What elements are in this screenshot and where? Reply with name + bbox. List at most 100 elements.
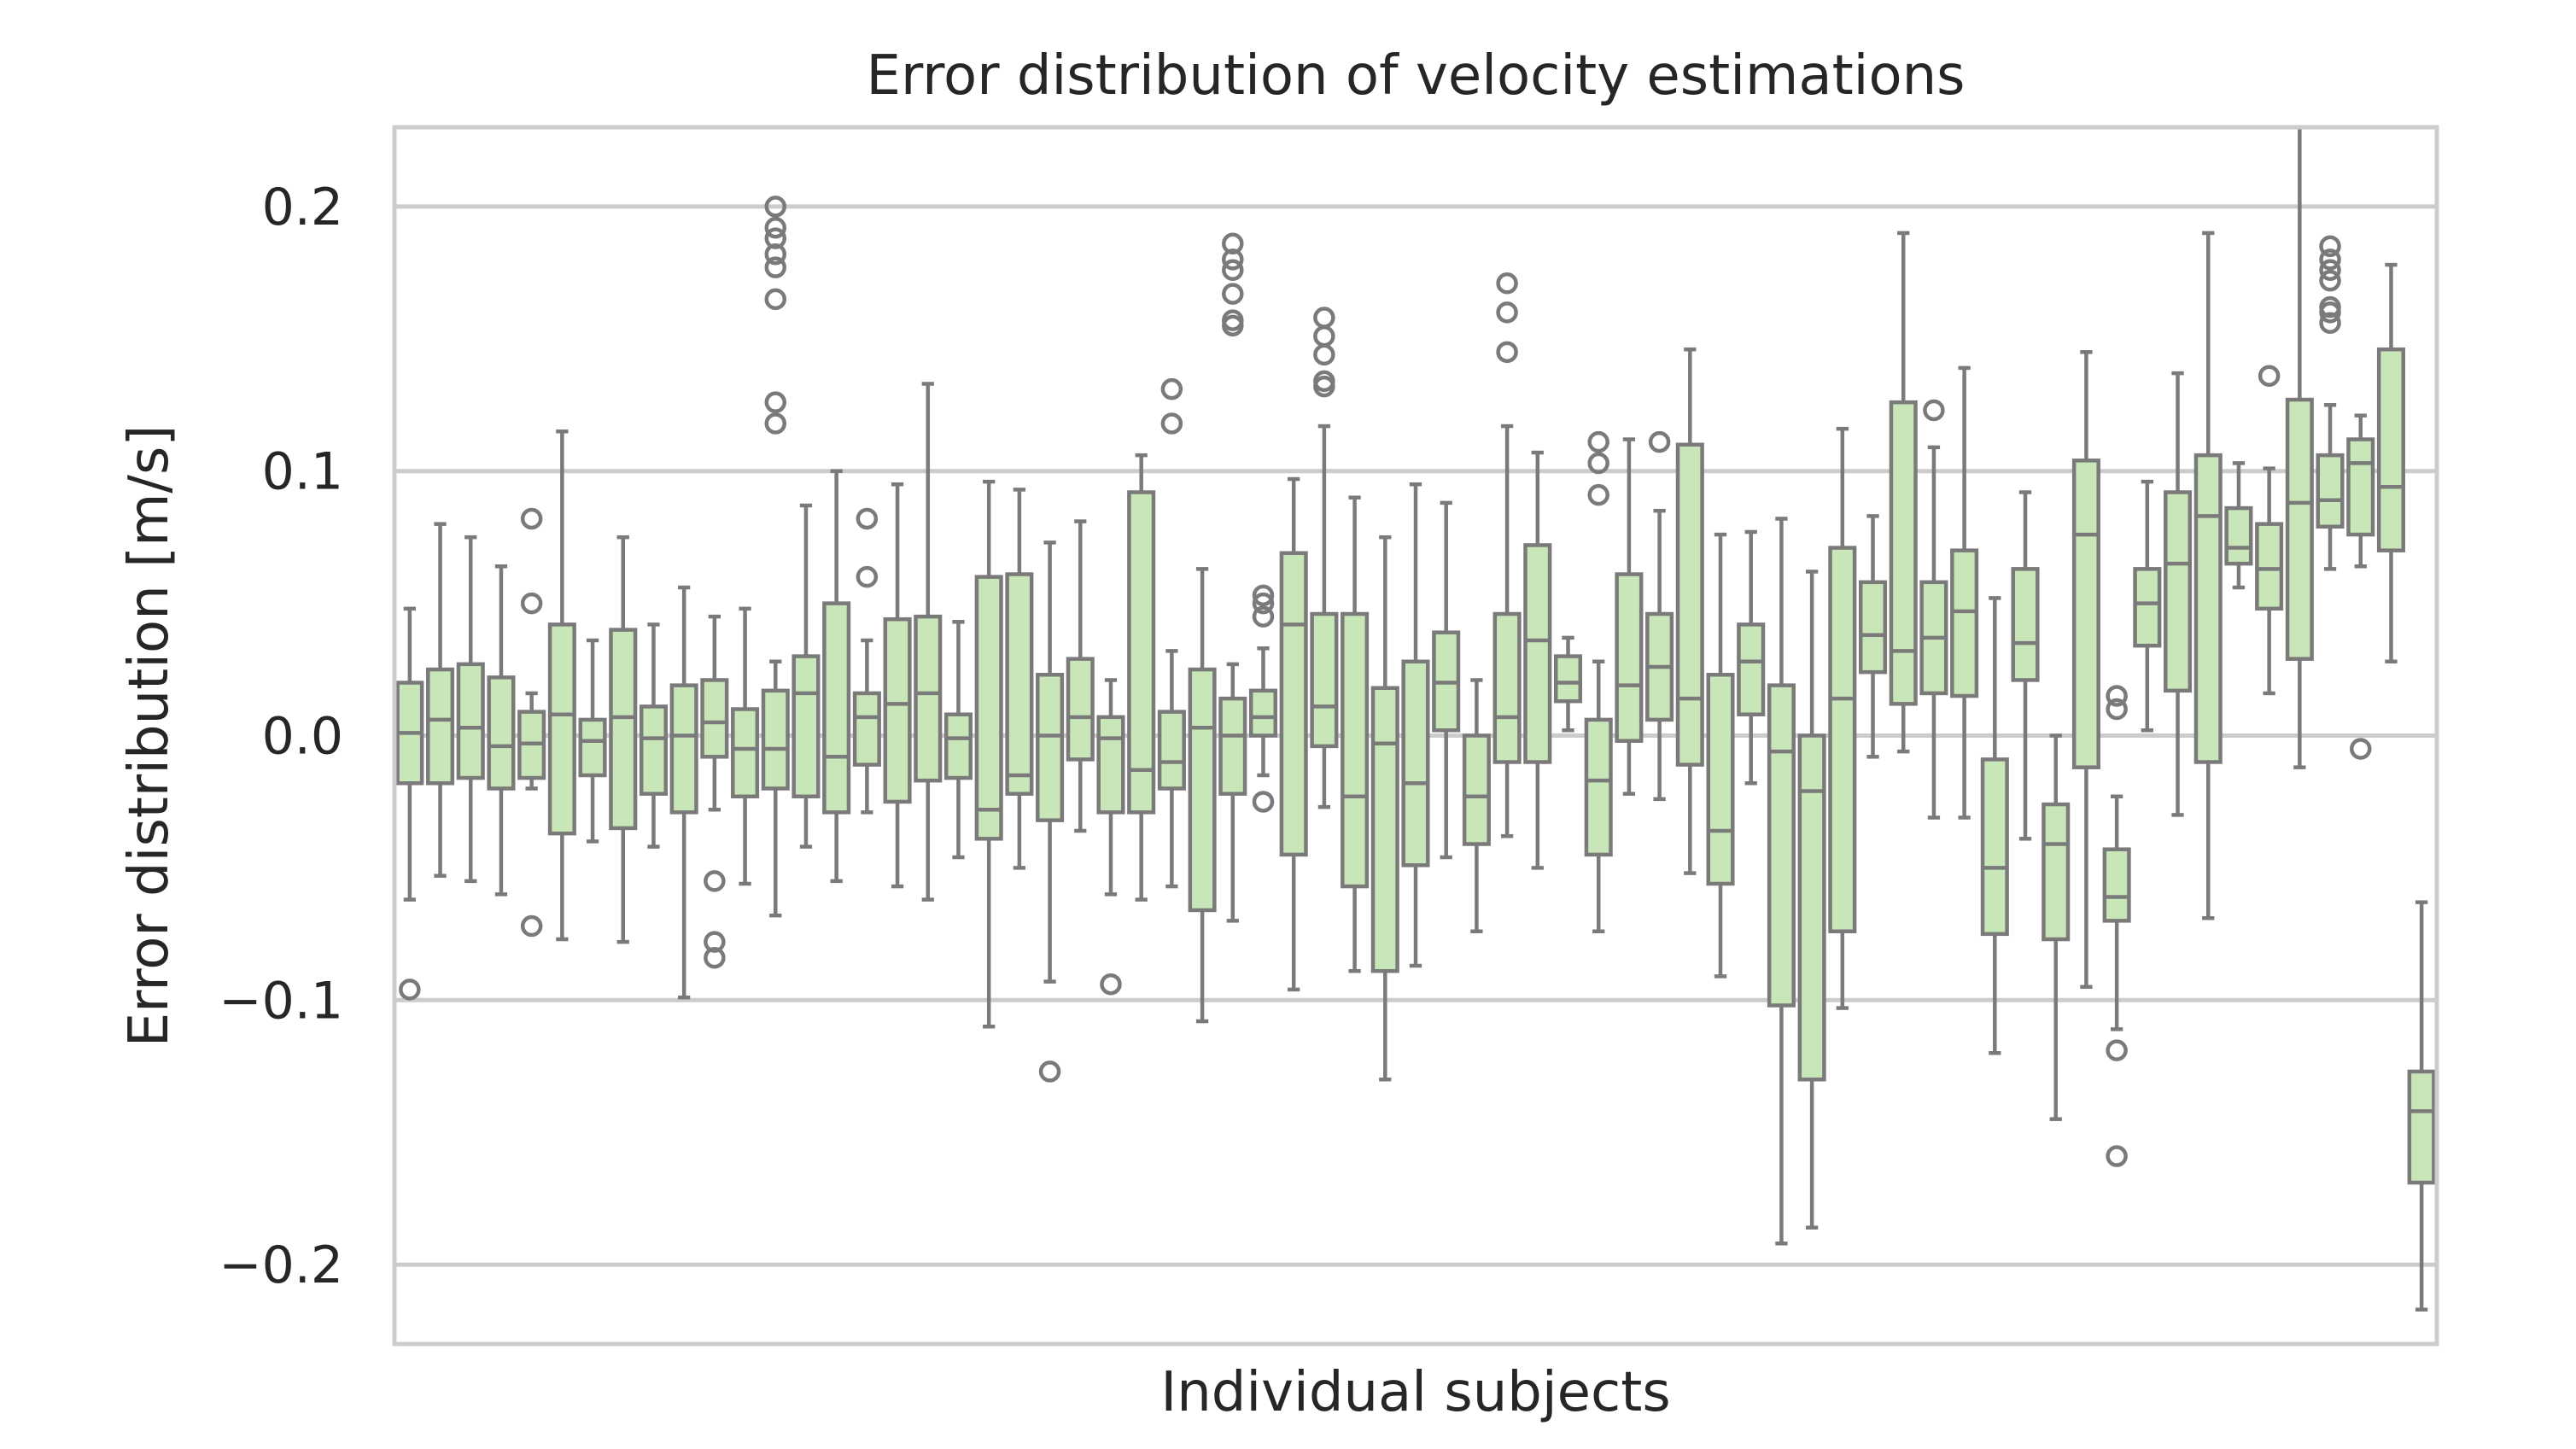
iqr-box bbox=[2011, 567, 2040, 682]
subject-box-25 bbox=[1127, 453, 1156, 902]
iqr-box bbox=[1462, 733, 1491, 846]
iqr-box bbox=[669, 683, 698, 815]
subject-box-43 bbox=[1675, 347, 1704, 875]
outlier-point bbox=[1160, 377, 1183, 400]
iqr-box bbox=[1279, 551, 1308, 857]
outlier-point bbox=[1252, 592, 1275, 615]
subject-box-13 bbox=[761, 196, 790, 918]
subject-box-3 bbox=[456, 535, 485, 884]
subject-box-64 bbox=[2316, 235, 2345, 571]
iqr-box bbox=[1615, 572, 1644, 743]
outlier-point bbox=[1587, 452, 1609, 475]
plot-frame bbox=[392, 125, 2439, 1347]
iqr-box bbox=[1828, 546, 1857, 933]
outlier-point bbox=[764, 242, 787, 266]
subject-box-6 bbox=[547, 429, 576, 942]
iqr-box bbox=[1370, 686, 1399, 973]
outlier-point bbox=[1160, 412, 1183, 435]
subject-box-42 bbox=[1645, 430, 1674, 802]
iqr-box bbox=[1706, 673, 1735, 886]
iqr-box bbox=[426, 667, 455, 786]
outlier-point bbox=[1222, 283, 1244, 305]
iqr-box bbox=[1523, 543, 1552, 764]
outlier-point bbox=[1313, 307, 1335, 329]
iqr-box bbox=[1950, 548, 1979, 698]
outlier-point bbox=[1587, 430, 1609, 453]
iqr-box bbox=[2407, 1069, 2436, 1185]
outlier-point bbox=[1252, 791, 1275, 813]
outlier-point bbox=[764, 412, 787, 435]
x-axis-label: Individual subjects bbox=[1160, 1361, 1670, 1424]
outlier-point bbox=[2106, 1145, 2128, 1167]
outlier-point bbox=[1252, 584, 1275, 607]
iqr-box bbox=[791, 654, 821, 799]
iqr-box bbox=[2042, 802, 2071, 942]
subject-box-60 bbox=[2193, 231, 2223, 920]
outlier-point bbox=[520, 592, 543, 615]
iqr-box bbox=[456, 662, 485, 780]
outlier-point bbox=[1222, 314, 1244, 337]
outlier-point bbox=[2349, 738, 2372, 760]
outlier-point bbox=[520, 507, 543, 530]
subject-box-66 bbox=[2376, 262, 2405, 664]
iqr-box bbox=[1036, 673, 1065, 822]
iqr-box bbox=[1737, 622, 1766, 716]
subject-box-19 bbox=[943, 620, 973, 860]
subject-box-41 bbox=[1615, 437, 1644, 796]
outlier-point bbox=[2319, 248, 2341, 271]
iqr-box bbox=[1492, 611, 1522, 764]
iqr-box bbox=[1066, 657, 1095, 762]
subject-box-2 bbox=[426, 522, 455, 878]
outlier-point bbox=[1496, 341, 1518, 364]
subject-box-17 bbox=[883, 482, 912, 889]
subject-box-45 bbox=[1737, 529, 1766, 786]
y-tick-label: 0.1 bbox=[262, 442, 343, 502]
subject-box-20 bbox=[974, 479, 1003, 1029]
outlier-point bbox=[764, 216, 787, 239]
outlier-point bbox=[1648, 430, 1671, 453]
subject-box-44 bbox=[1706, 532, 1735, 979]
outlier-point bbox=[856, 565, 879, 588]
subject-box-29 bbox=[1248, 584, 1278, 813]
subject-box-63 bbox=[2285, 127, 2314, 769]
subject-box-27 bbox=[1188, 567, 1217, 1024]
subject-box-9 bbox=[639, 622, 668, 849]
iqr-box bbox=[2376, 347, 2405, 552]
iqr-box bbox=[700, 678, 729, 759]
iqr-box bbox=[1675, 442, 1704, 767]
outlier-point bbox=[2106, 685, 2128, 707]
iqr-box bbox=[2102, 847, 2131, 923]
boxes bbox=[395, 127, 2436, 1312]
outlier-point bbox=[2106, 1039, 2128, 1061]
iqr-box bbox=[1889, 400, 1918, 706]
iqr-box bbox=[2285, 397, 2314, 661]
iqr-box bbox=[578, 717, 607, 778]
subject-box-15 bbox=[822, 469, 851, 884]
outlier-point bbox=[2319, 269, 2341, 292]
iqr-box bbox=[2255, 522, 2284, 611]
subject-box-31 bbox=[1310, 307, 1339, 809]
subject-box-47 bbox=[1797, 570, 1826, 1230]
subject-box-10 bbox=[669, 585, 698, 1000]
iqr-box bbox=[1401, 659, 1430, 868]
outlier-point bbox=[1100, 973, 1122, 996]
outlier-point bbox=[1587, 483, 1609, 506]
outlier-point bbox=[1252, 605, 1275, 628]
iqr-box bbox=[1127, 490, 1156, 815]
outlier-point bbox=[856, 507, 879, 530]
y-tick-label: 0.0 bbox=[262, 707, 343, 767]
iqr-box bbox=[2346, 437, 2375, 537]
iqr-box bbox=[852, 691, 881, 767]
subject-box-59 bbox=[2164, 371, 2193, 817]
subject-box-16 bbox=[852, 507, 881, 815]
subject-box-34 bbox=[1401, 482, 1430, 968]
iqr-box bbox=[1157, 710, 1186, 791]
y-axis-label: Error distribution [m/s] bbox=[118, 425, 181, 1048]
subject-box-61 bbox=[2224, 461, 2253, 590]
iqr-box bbox=[1797, 733, 1826, 1082]
iqr-box bbox=[883, 616, 912, 804]
outlier-point bbox=[2319, 259, 2341, 282]
subject-box-55 bbox=[2042, 733, 2071, 1121]
subject-box-54 bbox=[2011, 490, 2040, 841]
